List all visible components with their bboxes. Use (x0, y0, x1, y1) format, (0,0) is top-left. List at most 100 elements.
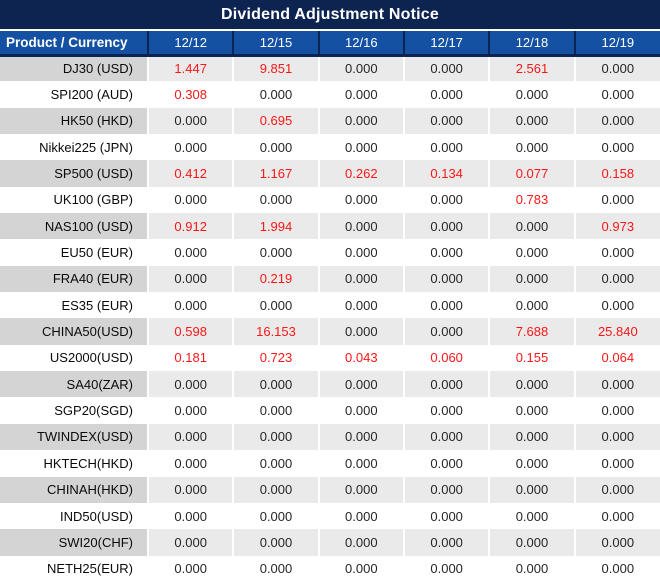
value-cell: 0.000 (573, 186, 660, 214)
value-cell: 0.000 (488, 265, 575, 293)
value-cell: 0.000 (146, 265, 234, 293)
value-cell: 0.000 (232, 423, 319, 451)
value-cell: 0.000 (317, 213, 404, 240)
table-row: EU50 (EUR) 0.000 0.000 0.000 0.000 0.000 0.000 (0, 239, 660, 266)
value-cell: 0.000 (488, 213, 575, 240)
title-bar: Dividend Adjustment Notice (0, 0, 660, 31)
value-cell: 0.000 (317, 318, 404, 345)
value-cell: 0.000 (488, 81, 575, 108)
value-cell: 0.000 (317, 371, 404, 398)
product-cell: HKTECH(HKD) (0, 450, 148, 477)
value-cell: 0.000 (146, 476, 234, 503)
product-cell: ES35 (EUR) (0, 292, 148, 319)
value-cell: 0.783 (488, 186, 575, 214)
value-cell: 0.000 (573, 450, 660, 477)
product-cell: EU50 (EUR) (0, 239, 148, 266)
value-cell: 0.912 (146, 213, 234, 240)
value-cell: 0.060 (402, 344, 490, 372)
value-cell: 0.000 (317, 476, 404, 503)
value-cell: 0.000 (573, 239, 660, 266)
header-row: Product / Currency 12/12 12/15 12/16 12/17 1… (0, 31, 660, 57)
product-cell: TWINDEX(USD) (0, 423, 148, 451)
value-cell: 0.000 (488, 371, 575, 398)
value-cell: 0.000 (146, 107, 234, 135)
product-cell: SP500 (USD) (0, 160, 148, 187)
value-cell: 0.000 (573, 55, 660, 82)
value-cell: 0.000 (402, 55, 490, 82)
column-header-date: 12/18 (488, 31, 575, 57)
value-cell: 0.000 (402, 186, 490, 214)
table-row: FRA40 (EUR) 0.000 0.219 0.000 0.000 0.000 0.00… (0, 265, 660, 293)
value-cell: 0.000 (488, 107, 575, 135)
value-cell: 0.000 (317, 397, 404, 424)
value-cell: 0.000 (232, 397, 319, 424)
value-cell: 0.695 (232, 107, 319, 135)
value-cell: 16.153 (232, 318, 319, 345)
table-row: CHINAH(HKD) 0.000 0.000 0.000 0.000 0.000 0.00… (0, 476, 660, 503)
product-cell: IND50(USD) (0, 502, 148, 530)
table-row: DJ30 (USD) 1.447 9.851 0.000 0.000 2.561 0.000 (0, 55, 660, 82)
value-cell: 0.000 (146, 555, 234, 582)
value-cell: 0.000 (402, 371, 490, 398)
value-cell: 0.000 (232, 134, 319, 161)
value-cell: 0.000 (573, 107, 660, 135)
table-row: TWINDEX(USD) 0.000 0.000 0.000 0.000 0.000 0.0… (0, 423, 660, 451)
value-cell: 9.851 (232, 55, 319, 82)
value-cell: 0.000 (488, 529, 575, 556)
value-cell: 0.000 (573, 476, 660, 503)
product-cell: SPI200 (AUD) (0, 81, 148, 108)
value-cell: 0.000 (317, 134, 404, 161)
value-cell: 2.561 (488, 55, 575, 82)
value-cell: 0.000 (232, 239, 319, 266)
value-cell: 0.412 (146, 160, 234, 187)
product-cell: HK50 (HKD) (0, 107, 148, 135)
table-row: SA40(ZAR) 0.000 0.000 0.000 0.000 0.000 0.000 (0, 371, 660, 398)
table-row: UK100 (GBP) 0.000 0.000 0.000 0.000 0.783 0.00… (0, 186, 660, 214)
table-row: Nikkei225 (JPN) 0.000 0.000 0.000 0.000 0.000… (0, 134, 660, 161)
value-cell: 0.973 (573, 213, 660, 240)
value-cell: 0.000 (488, 292, 575, 319)
value-cell: 0.043 (317, 344, 404, 372)
table-row: HKTECH(HKD) 0.000 0.000 0.000 0.000 0.000 0.00… (0, 450, 660, 477)
value-cell: 0.000 (317, 107, 404, 135)
value-cell: 0.000 (488, 450, 575, 477)
value-cell: 0.000 (402, 239, 490, 266)
value-cell: 0.000 (232, 186, 319, 214)
value-cell: 1.447 (146, 55, 234, 82)
table-body: DJ30 (USD) 1.447 9.851 0.000 0.000 2.561 0.000… (0, 55, 660, 582)
value-cell: 0.000 (402, 318, 490, 345)
value-cell: 0.000 (402, 292, 490, 319)
value-cell: 0.134 (402, 160, 490, 187)
value-cell: 0.000 (573, 529, 660, 556)
value-cell: 0.000 (317, 265, 404, 293)
value-cell: 0.000 (232, 476, 319, 503)
product-cell: DJ30 (USD) (0, 55, 148, 82)
value-cell: 0.000 (146, 529, 234, 556)
value-cell: 0.000 (232, 450, 319, 477)
value-cell: 0.000 (402, 265, 490, 293)
value-cell: 0.181 (146, 344, 234, 372)
table-row: HK50 (HKD) 0.000 0.695 0.000 0.000 0.000 0.000 (0, 107, 660, 135)
table-row: SGP20(SGD) 0.000 0.000 0.000 0.000 0.000 0.000 (0, 397, 660, 424)
product-cell: SA40(ZAR) (0, 371, 148, 398)
value-cell: 0.262 (317, 160, 404, 187)
product-cell: SWI20(CHF) (0, 529, 148, 556)
value-cell: 0.000 (573, 555, 660, 582)
value-cell: 0.000 (146, 134, 234, 161)
table-row: NAS100 (USD) 0.912 1.994 0.000 0.000 0.000 0.9… (0, 213, 660, 240)
table-row: SP500 (USD) 0.412 1.167 0.262 0.134 0.077 0.15… (0, 160, 660, 187)
column-header-date: 12/17 (402, 31, 490, 57)
value-cell: 0.000 (317, 450, 404, 477)
value-cell: 0.000 (402, 213, 490, 240)
value-cell: 0.000 (573, 81, 660, 108)
value-cell: 0.000 (573, 292, 660, 319)
value-cell: 0.723 (232, 344, 319, 372)
value-cell: 0.000 (146, 502, 234, 530)
value-cell: 0.000 (573, 502, 660, 530)
value-cell: 1.167 (232, 160, 319, 187)
value-cell: 0.000 (317, 55, 404, 82)
value-cell: 0.000 (402, 397, 490, 424)
table-row: IND50(USD) 0.000 0.000 0.000 0.000 0.000 0.000 (0, 502, 660, 530)
value-cell: 0.000 (317, 502, 404, 530)
value-cell: 0.158 (573, 160, 660, 187)
